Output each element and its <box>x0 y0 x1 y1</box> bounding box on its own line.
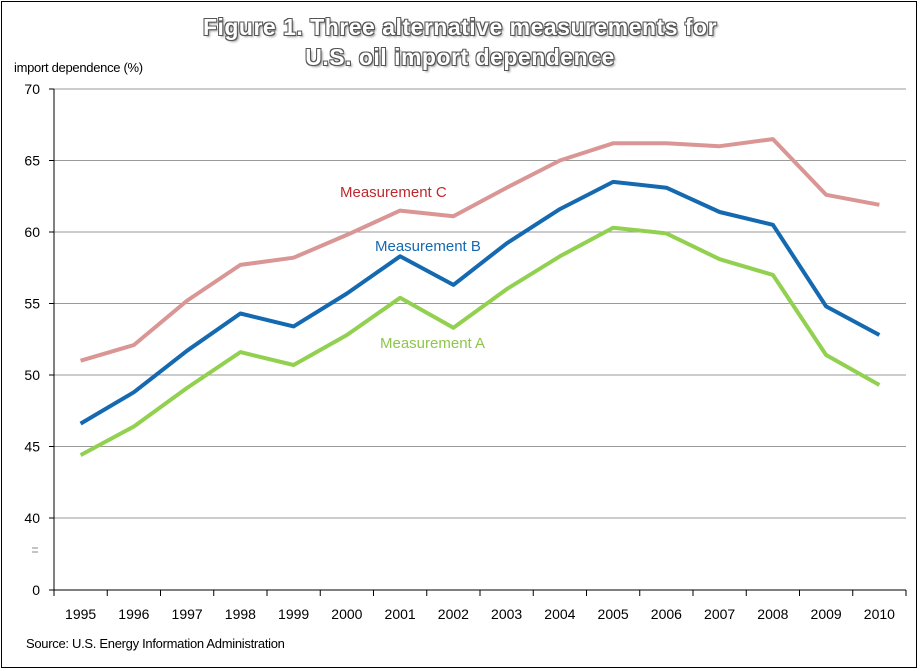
x-tick-label-1999: 1999 <box>278 606 309 622</box>
y-tick-label-55: 55 <box>24 296 40 312</box>
chart-title-line-1: Figure 1. Three alternative measurements… <box>202 14 718 40</box>
source-note: Source: U.S. Energy Information Administ… <box>26 636 285 651</box>
y-tick-label-60: 60 <box>24 224 40 240</box>
y-tick-label-50: 50 <box>24 367 40 383</box>
x-tick-label-2008: 2008 <box>757 606 788 622</box>
x-tick-label-2006: 2006 <box>651 606 682 622</box>
series-line-measurement-b <box>79 179 881 426</box>
y-tick-label-65: 65 <box>24 153 40 169</box>
series-label-measurement-b: Measurement B <box>375 238 481 255</box>
x-tick-label-1997: 1997 <box>172 606 203 622</box>
gridlines <box>54 88 906 519</box>
x-tick-label-2007: 2007 <box>704 606 735 622</box>
x-tick-label-2000: 2000 <box>331 606 362 622</box>
x-tick-label-1996: 1996 <box>118 606 149 622</box>
y-tick-label-45: 45 <box>24 439 40 455</box>
series-label-measurement-a: Measurement A <box>380 335 485 352</box>
series-line-measurement-a <box>79 225 881 457</box>
y-tick-label-40: 40 <box>24 510 40 526</box>
x-tick-label-2004: 2004 <box>544 606 575 622</box>
y-tick-labels: 70 65 60 55 50 45 40 0 <box>24 81 40 598</box>
x-tick-label-2010: 2010 <box>864 606 895 622</box>
x-tick-label-2002: 2002 <box>438 606 469 622</box>
y-tick-label-70: 70 <box>24 81 40 97</box>
series-lines <box>79 137 881 457</box>
x-tick-label-1995: 1995 <box>65 606 96 622</box>
y-tick-label-0: 0 <box>32 582 40 598</box>
axes <box>32 88 907 596</box>
x-tick-label-2001: 2001 <box>385 606 416 622</box>
x-tick-labels: 1995 1996 1997 1998 1999 2000 2001 2002 2003 2004… <box>65 606 895 622</box>
chart-title-line-2: U.S. oil import dependence <box>305 44 615 70</box>
x-tick-label-1998: 1998 <box>225 606 256 622</box>
x-tick-label-2003: 2003 <box>491 606 522 622</box>
series-labels: Measurement C Measurement B Measurement A <box>340 184 485 352</box>
series-line-measurement-c <box>80 137 880 363</box>
series-label-measurement-c: Measurement C <box>340 184 447 201</box>
x-tick-label-2009: 2009 <box>811 606 842 622</box>
y-axis-label: import dependence (%) <box>14 60 143 75</box>
x-tick-label-2005: 2005 <box>598 606 629 622</box>
